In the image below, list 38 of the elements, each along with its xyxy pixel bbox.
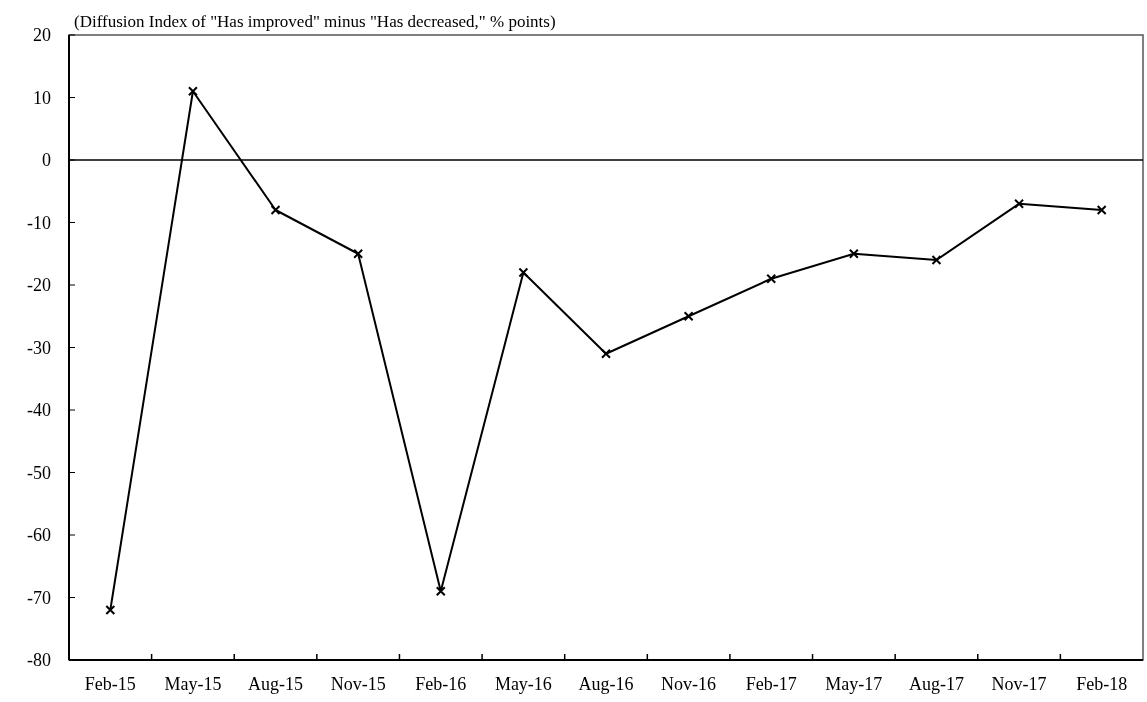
x-tick-label: Aug-17 <box>908 674 964 694</box>
y-tick-label: 20 <box>33 25 51 46</box>
x-tick-label: Nov-16 <box>661 674 717 694</box>
y-tick-label: -80 <box>27 650 51 671</box>
point <box>1096 205 1107 215</box>
point <box>435 586 446 597</box>
x-tick-label: May-15 <box>164 674 222 694</box>
x-tick-label: May-17 <box>825 674 883 694</box>
y-tick-label: -10 <box>27 212 51 233</box>
point <box>270 205 281 215</box>
y-axis-title: (Diffusion Index of "Has improved" minus "Has decreased," % points) <box>74 12 556 31</box>
x-tick-label: Feb-17 <box>745 674 797 694</box>
point <box>931 255 942 265</box>
point <box>518 267 529 278</box>
y-tick-label: -60 <box>27 525 51 546</box>
x-tick-label: Nov-15 <box>330 674 386 694</box>
point <box>1014 198 1025 209</box>
y-tick-label: -40 <box>27 400 51 421</box>
point <box>105 605 116 615</box>
x-tick-label: Feb-18 <box>1076 674 1128 694</box>
point <box>766 273 777 284</box>
x-tick-label: Nov-17 <box>991 674 1047 694</box>
point <box>601 348 611 359</box>
y-tick-label: 10 <box>33 87 51 108</box>
y-tick-label: -20 <box>27 275 51 296</box>
x-tick-label: Feb-15 <box>84 674 136 694</box>
point <box>848 248 859 259</box>
point <box>187 86 198 97</box>
y-tick-label: -50 <box>27 462 51 483</box>
x-tick-label: Aug-16 <box>578 674 634 694</box>
x-tick-label: Aug-15 <box>248 674 304 694</box>
y-tick-label: -70 <box>27 587 51 608</box>
y-tick-label: 0 <box>42 150 51 171</box>
x-tick-label: May-16 <box>494 674 552 694</box>
x-tick-label: Feb-16 <box>415 674 467 694</box>
point <box>353 248 364 259</box>
point <box>683 311 694 322</box>
y-tick-label: -30 <box>27 337 51 358</box>
